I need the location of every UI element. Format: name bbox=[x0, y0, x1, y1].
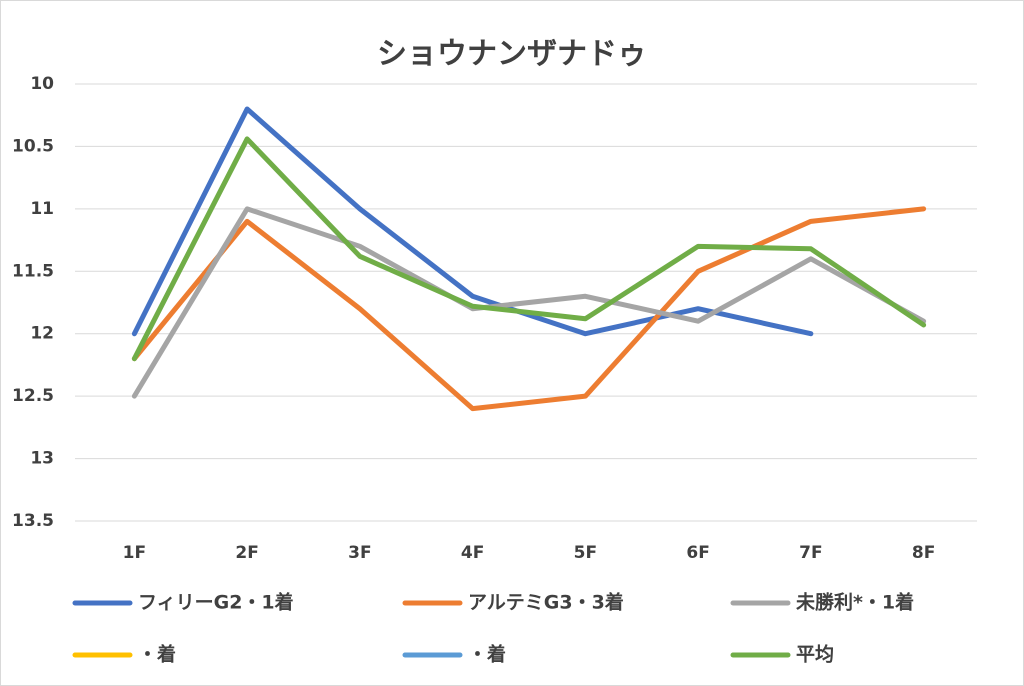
y-tick-label: 13 bbox=[30, 449, 54, 469]
y-tick-label: 11.5 bbox=[12, 261, 54, 281]
y-tick-label: 12.5 bbox=[12, 386, 54, 406]
x-tick-label: 3F bbox=[348, 543, 371, 563]
y-tick-label: 10.5 bbox=[12, 136, 54, 156]
legend-label: ・着 bbox=[468, 643, 506, 666]
legend-label: 未勝利*・1着 bbox=[795, 591, 914, 614]
x-tick-label: 2F bbox=[235, 543, 258, 563]
legend-label: フィリーG2・1着 bbox=[138, 591, 294, 614]
chart-title: ショウナンザナドゥ bbox=[377, 37, 647, 72]
y-tick-label: 12 bbox=[30, 324, 54, 344]
series-line bbox=[131, 106, 814, 337]
y-tick-label: 10 bbox=[30, 74, 54, 94]
x-tick-label: 7F bbox=[799, 543, 822, 563]
legend-label: 平均 bbox=[796, 643, 834, 666]
legend-label: アルテミG3・3着 bbox=[468, 591, 624, 614]
x-tick-label: 6F bbox=[686, 543, 709, 563]
x-tick-label: 8F bbox=[912, 543, 935, 563]
y-tick-label: 13.5 bbox=[12, 511, 54, 531]
series-line bbox=[131, 136, 927, 362]
x-tick-label: 5F bbox=[574, 543, 597, 563]
series-line bbox=[131, 206, 927, 399]
x-tick-label: 4F bbox=[461, 543, 484, 563]
x-tick-label: 1F bbox=[123, 543, 146, 563]
series-line bbox=[131, 206, 927, 412]
legend-label: ・着 bbox=[138, 643, 176, 666]
y-tick-label: 11 bbox=[30, 199, 54, 219]
